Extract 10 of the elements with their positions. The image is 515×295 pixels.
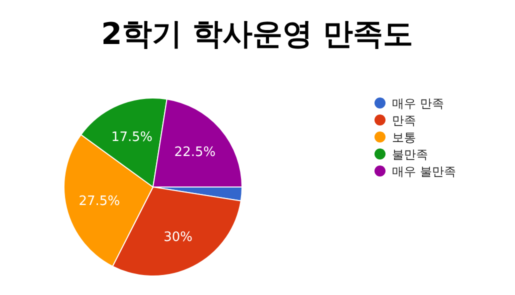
data-label: 22.5% bbox=[174, 145, 216, 160]
data-label: 17.5% bbox=[111, 130, 153, 146]
legend-label: 만족 bbox=[392, 114, 416, 128]
chart-title: 2학기 학사운영 만족도 bbox=[101, 17, 413, 52]
legend-label: 매우 만족 bbox=[392, 96, 444, 110]
legend-label: 보통 bbox=[392, 130, 416, 144]
legend-label: 불만족 bbox=[392, 148, 428, 162]
data-label: 30% bbox=[164, 230, 193, 246]
legend-label: 매우 불만족 bbox=[392, 164, 456, 178]
data-label: 27.5% bbox=[78, 194, 120, 209]
